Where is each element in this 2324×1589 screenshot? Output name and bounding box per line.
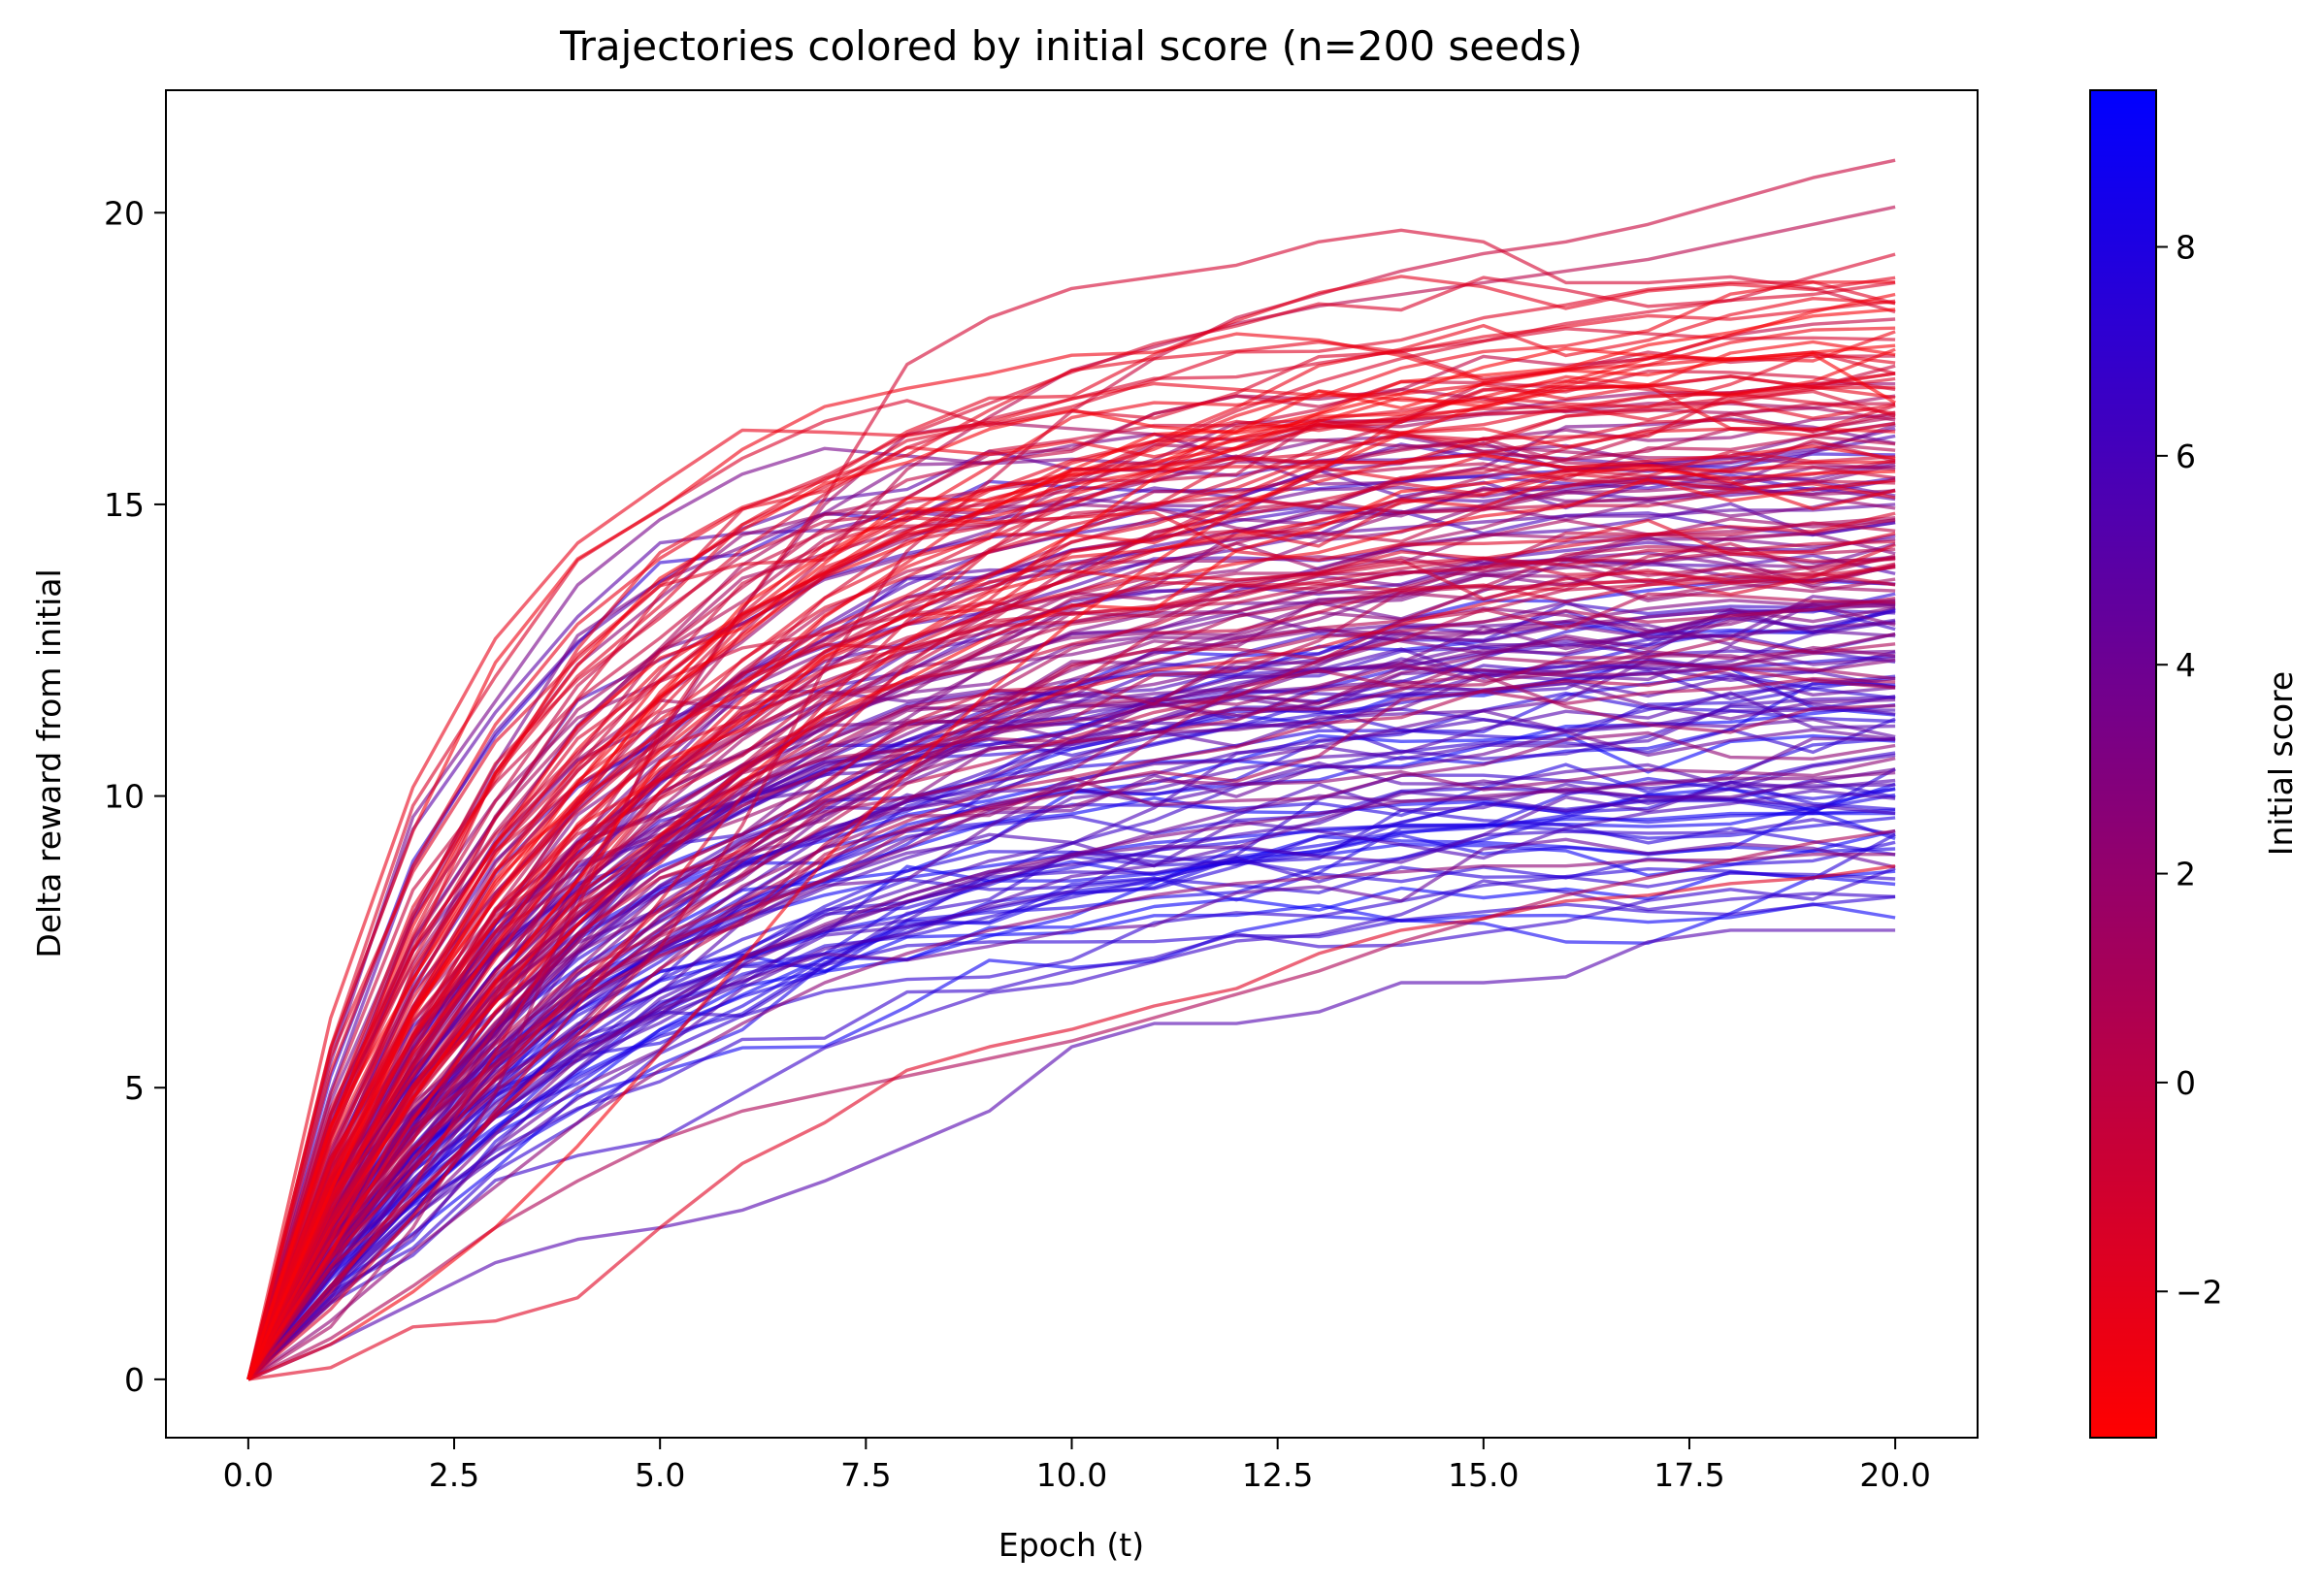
trajectory-line (246, 879, 1896, 1381)
trajectory-line (246, 539, 1896, 1380)
trajectory-line (246, 280, 1896, 1381)
trajectory-line (246, 471, 1896, 1380)
trajectory-line (246, 818, 1896, 1381)
trajectory-line (246, 308, 1896, 1380)
trajectory-line (247, 828, 1896, 1381)
trajectory-line (246, 297, 1896, 1380)
x-tick-label: 2.5 (429, 1456, 479, 1494)
trajectory-line (246, 421, 1896, 1381)
y-axis-label: Delta reward from initial (30, 568, 68, 957)
colorbar-tick-label: 0 (2176, 1064, 2196, 1102)
trajectory-line (246, 326, 1896, 1380)
trajectory-line (246, 770, 1896, 1381)
trajectory-line (246, 477, 1896, 1380)
y-axis: 0 5 10 15 20 (104, 194, 166, 1399)
trajectory-line (246, 778, 1896, 1381)
trajectory-line (246, 453, 1896, 1380)
trajectory-line (246, 636, 1896, 1380)
x-tick-label: 0.0 (223, 1456, 274, 1494)
trajectory-line (246, 645, 1896, 1380)
x-tick-label: 17.5 (1653, 1456, 1724, 1494)
chart-title: Trajectories colored by initial score (n… (559, 22, 1583, 70)
x-tick-label: 10.0 (1036, 1456, 1107, 1494)
trajectory-line (246, 374, 1896, 1380)
trajectory-line (246, 676, 1896, 1380)
trajectory-line (246, 564, 1896, 1380)
x-axis-label: Epoch (t) (998, 1526, 1144, 1564)
colorbar-ticks: −2 0 2 4 6 8 (2156, 229, 2223, 1311)
series-lines (246, 158, 1896, 1381)
trajectory-line (246, 558, 1896, 1380)
trajectory-line (246, 502, 1896, 1380)
trajectory-line (246, 753, 1896, 1381)
trajectory-line (246, 510, 1896, 1380)
trajectory-line (246, 347, 1896, 1380)
trajectory-line (247, 928, 1896, 1381)
trajectory-line (246, 421, 1896, 1380)
trajectory-line (246, 511, 1896, 1380)
y-tick-label: 0 (124, 1361, 145, 1399)
trajectory-line (246, 543, 1896, 1380)
x-axis: 0.0 2.5 5.0 7.5 10.0 12.5 15.0 17.5 20.0 (223, 1438, 1931, 1494)
trajectory-line (246, 410, 1896, 1380)
colorbar-tick-label: 6 (2176, 438, 2196, 475)
colorbar-tick-label: 8 (2176, 229, 2196, 267)
trajectory-line (246, 666, 1896, 1380)
trajectory-line (246, 837, 1896, 1381)
trajectory-line (246, 400, 1896, 1380)
trajectory-line (246, 376, 1896, 1380)
trajectory-line (246, 853, 1896, 1381)
trajectory-line (246, 350, 1896, 1380)
y-tick-label: 10 (104, 778, 145, 816)
colorbar-tick-label: 2 (2176, 856, 2196, 893)
colorbar-tick-label: −2 (2176, 1273, 2223, 1311)
colorbar-tick-label: 4 (2176, 646, 2196, 684)
trajectory-line (246, 600, 1896, 1380)
trajectory-line (246, 767, 1896, 1381)
x-tick-label: 15.0 (1448, 1456, 1519, 1494)
trajectory-line (246, 352, 1896, 1380)
trajectory-line (246, 894, 1896, 1380)
y-tick-label: 20 (104, 194, 145, 232)
trajectory-line (246, 467, 1896, 1380)
x-tick-label: 20.0 (1859, 1456, 1930, 1494)
trajectory-line (246, 757, 1896, 1380)
x-tick-label: 12.5 (1242, 1456, 1313, 1494)
trajectory-line (246, 228, 1896, 1381)
trajectory-line (246, 875, 1896, 1381)
y-tick-label: 15 (104, 486, 145, 524)
trajectory-line (247, 864, 1896, 1381)
trajectory-line (246, 299, 1896, 1380)
trajectory-line (246, 389, 1896, 1380)
trajectory-line (246, 592, 1896, 1380)
trajectory-line (247, 292, 1896, 1381)
colorbar (2089, 89, 2157, 1439)
x-tick-label: 5.0 (635, 1456, 685, 1494)
y-tick-label: 5 (124, 1069, 145, 1107)
colorbar-label: Initial score (2262, 671, 2300, 856)
trajectory-line (246, 444, 1896, 1380)
trajectory-line (246, 279, 1896, 1380)
trajectory-line (246, 340, 1896, 1380)
x-tick-label: 7.5 (840, 1456, 891, 1494)
